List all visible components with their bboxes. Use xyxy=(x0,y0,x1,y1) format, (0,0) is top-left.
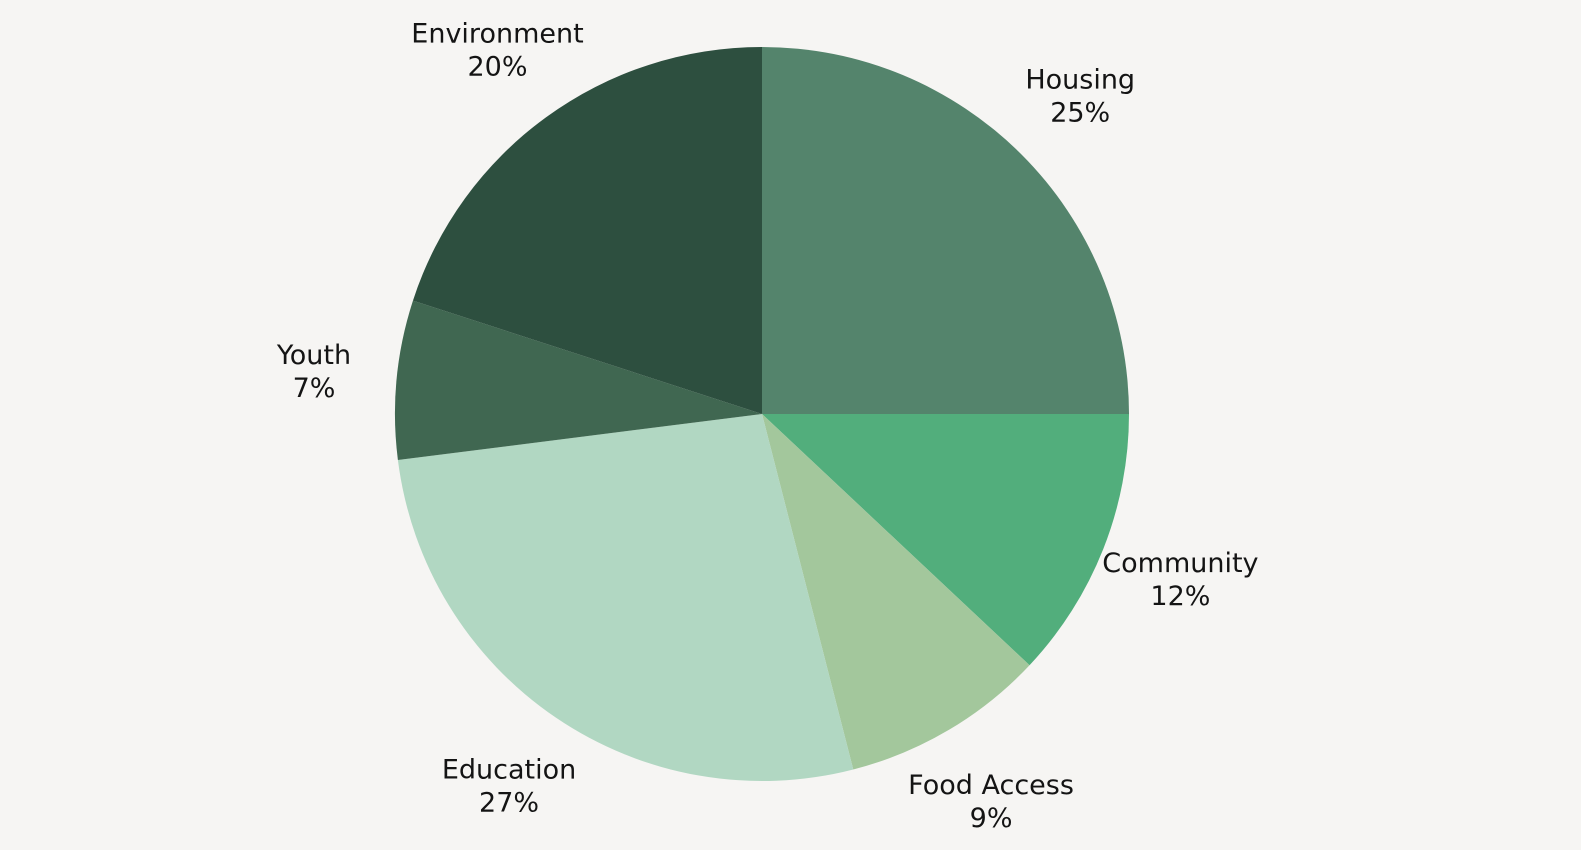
slice-value-housing: 25% xyxy=(1050,97,1110,128)
slice-label-community: Community xyxy=(1102,548,1258,579)
pie-slice-food-access xyxy=(762,414,1030,770)
pie-slice-education xyxy=(397,414,854,782)
slice-value-food-access: 9% xyxy=(970,803,1013,834)
slice-value-environment: 20% xyxy=(467,51,527,82)
slice-label-youth: Youth xyxy=(276,340,351,371)
pie-slice-community xyxy=(762,414,1129,666)
pie-slice-environment xyxy=(412,47,762,414)
slice-label-education: Education xyxy=(442,755,576,786)
slice-value-youth: 7% xyxy=(293,373,336,404)
slice-value-community: 12% xyxy=(1150,581,1210,612)
slice-value-education: 27% xyxy=(479,788,539,819)
slice-label-food-access: Food Access xyxy=(908,770,1074,801)
slice-label-environment: Environment xyxy=(411,18,583,49)
pie-slice-youth xyxy=(395,300,762,460)
pie-slice-housing xyxy=(762,47,1129,414)
slice-label-housing: Housing xyxy=(1025,64,1135,95)
pie-slices xyxy=(395,47,1129,782)
